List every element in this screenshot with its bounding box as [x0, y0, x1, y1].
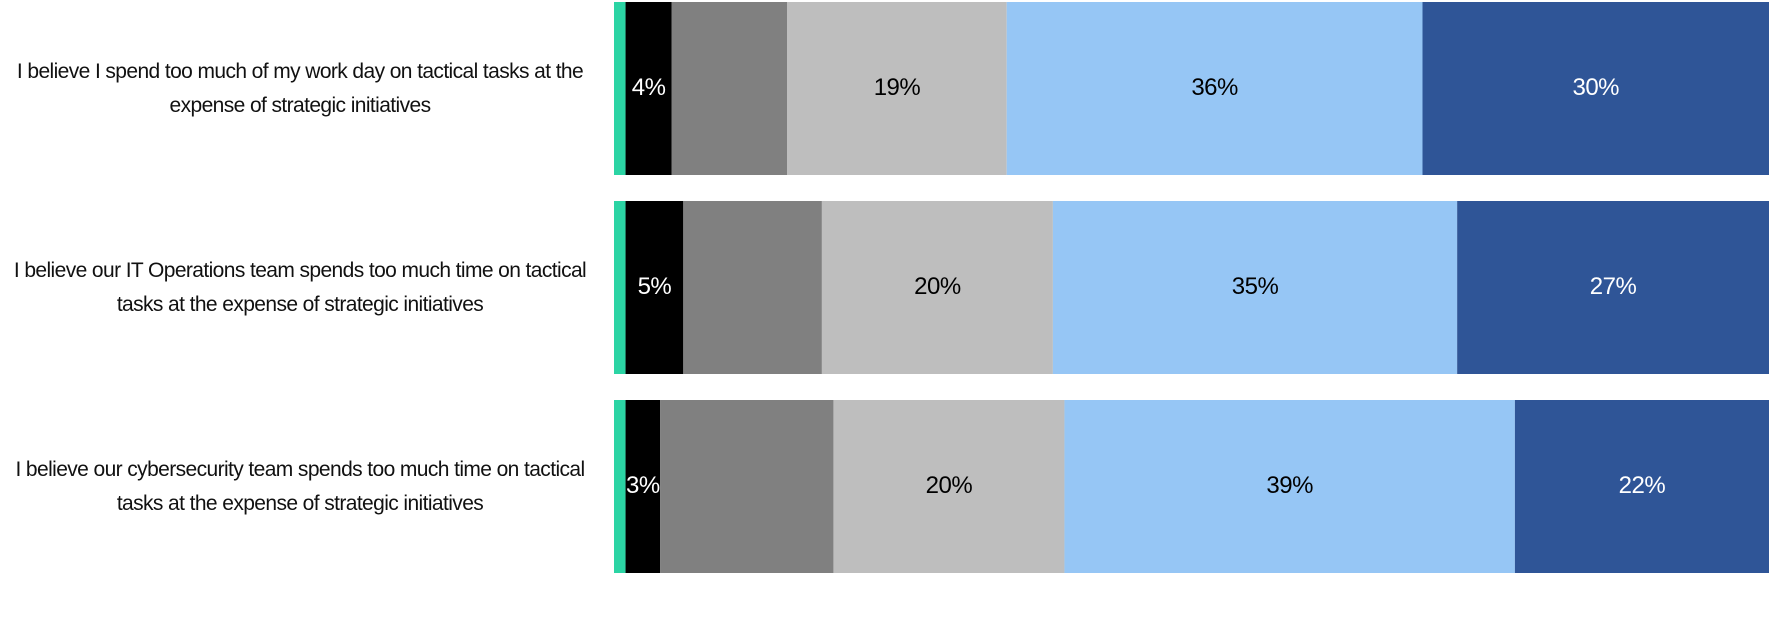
value-label: 3%	[626, 472, 660, 499]
value-label: 19%	[874, 74, 921, 101]
bar-segment	[614, 400, 626, 573]
bar-segment	[1457, 201, 1769, 374]
value-label: 20%	[914, 273, 961, 300]
value-label: 35%	[1232, 273, 1279, 300]
category-label: I believe I spend too much of my work da…	[16, 59, 584, 117]
bar-segment	[614, 2, 626, 175]
value-label: 4%	[632, 74, 666, 101]
bar-segment	[1052, 201, 1458, 374]
value-label: 22%	[1619, 472, 1666, 499]
bar-segment	[833, 400, 1065, 573]
value-label: 5%	[638, 273, 672, 300]
bar-segment	[1422, 2, 1769, 175]
bar-segment	[821, 201, 1053, 374]
bar-segment	[1064, 400, 1515, 573]
bar-segment	[625, 201, 684, 374]
bar-segment	[625, 2, 672, 175]
value-label: 20%	[926, 472, 973, 499]
value-label: 27%	[1590, 273, 1637, 300]
bar-segment	[660, 400, 834, 573]
bar-segment	[614, 201, 626, 374]
bar-segment	[1006, 2, 1423, 175]
bar-segment	[683, 201, 822, 374]
value-label: 39%	[1266, 472, 1313, 499]
bar-segment	[671, 2, 788, 175]
category-label: I believe our cybersecurity team spends …	[15, 457, 585, 515]
bar-segment	[1514, 400, 1769, 573]
bar-segment	[787, 2, 1007, 175]
value-label: 30%	[1572, 74, 1619, 101]
category-label: I believe our IT Operations team spends …	[13, 258, 587, 316]
bar-segment	[625, 400, 661, 573]
value-label: 36%	[1191, 74, 1238, 101]
